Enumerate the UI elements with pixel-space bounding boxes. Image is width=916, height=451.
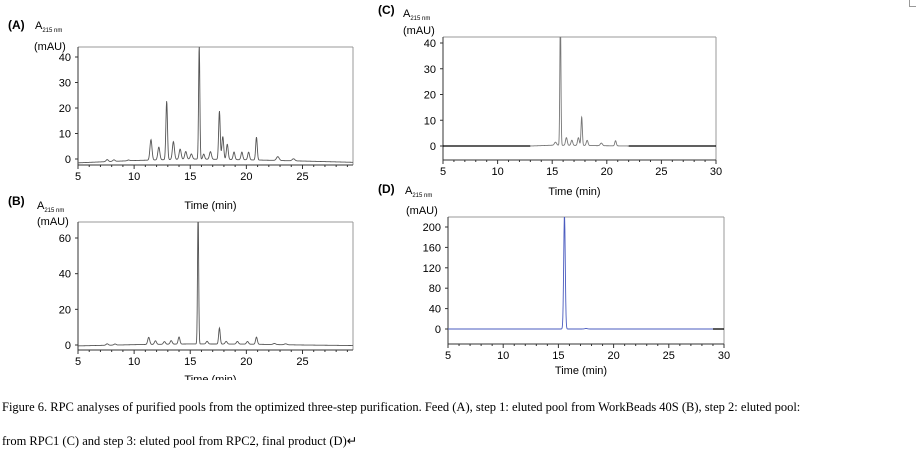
figure-caption-line-1: Figure 6. RPC analyses of purified pools… — [2, 400, 801, 414]
y-axis-label-main: A — [37, 200, 45, 212]
x-tick-label: 15 — [546, 166, 558, 178]
x-tick-label: 15 — [184, 356, 196, 368]
y-tick-label: 10 — [59, 129, 71, 141]
x-tick-label: 10 — [128, 356, 140, 368]
x-tick-label: 5 — [75, 356, 81, 368]
x-tick-label: 30 — [710, 166, 722, 178]
x-tick-label: 25 — [663, 350, 675, 362]
y-tick-label: 30 — [424, 64, 436, 76]
y-tick-label: 40 — [424, 38, 436, 50]
y-tick-label: 120 — [423, 263, 441, 275]
x-tick-label: 10 — [491, 166, 503, 178]
x-axis-label: Time (min) — [555, 365, 607, 377]
y-axis-unit: (mAU) — [403, 25, 435, 37]
panel-label: (B) — [8, 194, 25, 208]
y-tick-label: 0 — [65, 340, 71, 352]
x-tick-label: 20 — [240, 171, 252, 183]
chromatogram-trace-0 — [78, 222, 353, 347]
figure-caption-line-2: from RPC1 (C) and step 3: eluted pool fr… — [2, 434, 358, 448]
x-tick-label: 20 — [240, 356, 252, 368]
y-axis-label: A215 nm — [405, 185, 432, 199]
x-tick-label: 10 — [497, 350, 509, 362]
y-tick-label: 10 — [424, 115, 436, 127]
y-tick-label: 20 — [59, 304, 71, 316]
y-axis-label-main: A — [35, 20, 43, 32]
y-axis-label-sub: 215 nm — [44, 208, 64, 214]
y-axis-unit: (mAU) — [34, 41, 66, 53]
x-tick-label: 20 — [607, 350, 619, 362]
x-axis-label: Time (min) — [184, 200, 236, 212]
y-tick-label: 40 — [59, 52, 71, 64]
panel-label: (A) — [8, 18, 25, 32]
x-tick-label: 15 — [184, 171, 196, 183]
y-axis-label: A215 nm — [37, 200, 64, 214]
y-axis-label-main: A — [405, 185, 413, 197]
y-axis-label-main: A — [403, 8, 411, 20]
y-tick-label: 0 — [65, 154, 71, 166]
x-axis-label: Time (min) — [184, 374, 236, 380]
x-tick-label: 15 — [552, 350, 564, 362]
y-axis-label-sub: 215 nm — [412, 193, 432, 199]
chromatogram-trace-0 — [78, 47, 353, 164]
y-tick-label: 20 — [424, 90, 436, 102]
y-tick-label: 80 — [429, 283, 441, 295]
page-corner-mark — [909, 0, 916, 7]
y-tick-label: 20 — [59, 103, 71, 115]
y-axis-unit: (mAU) — [406, 205, 438, 217]
x-tick-label: 20 — [601, 166, 613, 178]
y-tick-label: 40 — [59, 269, 71, 281]
y-axis-label: A215 nm — [403, 8, 430, 22]
panel-label: (D) — [378, 182, 395, 196]
y-tick-label: 0 — [430, 141, 436, 153]
chromatogram-trace-1 — [530, 37, 629, 147]
y-axis-label: A215 nm — [35, 20, 62, 34]
x-tick-label: 10 — [128, 171, 140, 183]
y-axis-label-sub: 215 nm — [42, 28, 62, 34]
chart-panel-1: 5 10 15 20 25 0 20 40 60 (B) A215 nm (mAU) Time (min… — [8, 194, 354, 380]
y-axis-label-sub: 215 nm — [410, 16, 430, 22]
y-tick-label: 200 — [423, 222, 441, 234]
chart-panel-3: 5 10 15 20 25 30 0 40 80 120 160 200 (D) A215 nm (mAU)… — [378, 182, 730, 377]
x-tick-label: 30 — [718, 350, 730, 362]
y-tick-label: 30 — [59, 78, 71, 90]
x-axis-label: Time (min) — [548, 186, 600, 198]
y-tick-label: 160 — [423, 242, 441, 254]
y-tick-label: 40 — [429, 304, 441, 316]
y-tick-label: 0 — [435, 324, 441, 336]
x-tick-label: 25 — [655, 166, 667, 178]
y-tick-label: 60 — [59, 233, 71, 245]
x-tick-label: 5 — [445, 350, 451, 362]
chromatogram-trace-0 — [448, 217, 713, 330]
x-tick-label: 25 — [296, 171, 308, 183]
x-tick-label: 5 — [440, 166, 446, 178]
panel-label: (C) — [378, 3, 395, 17]
x-tick-label: 5 — [75, 171, 81, 183]
x-tick-label: 25 — [296, 356, 308, 368]
y-axis-unit: (mAU) — [37, 216, 69, 228]
